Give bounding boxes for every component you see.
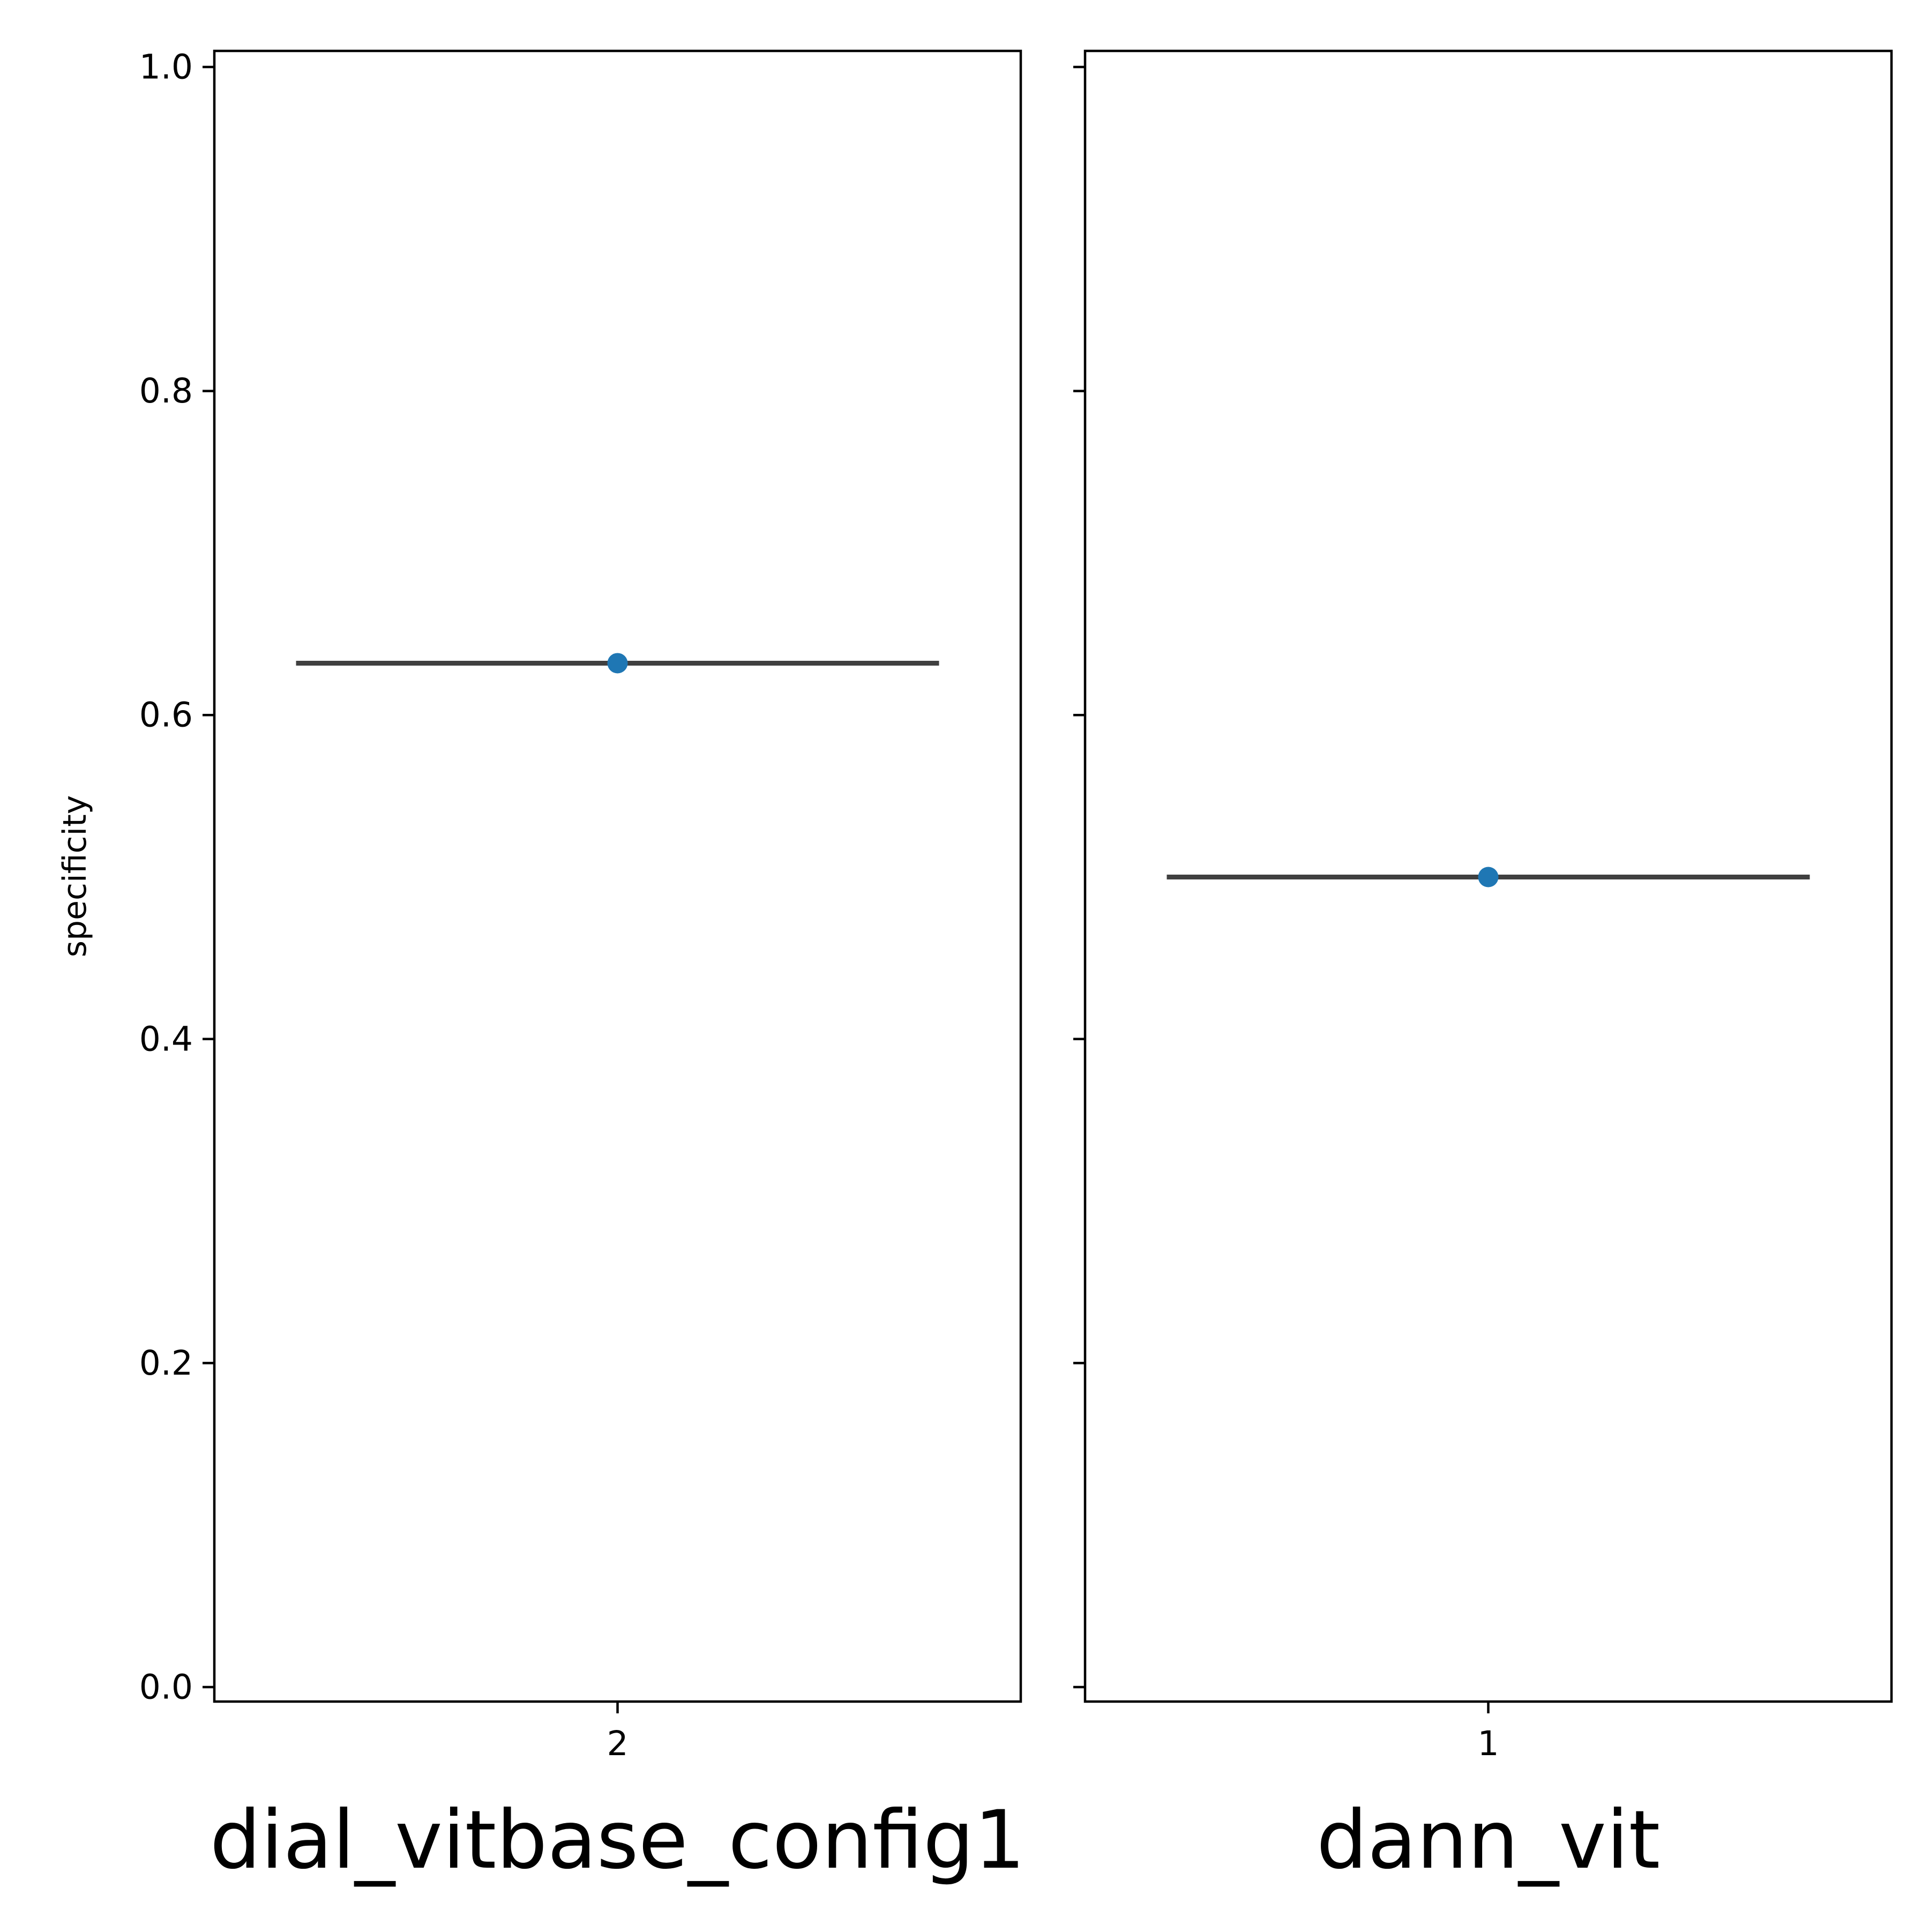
x-tick-label: 1 <box>1477 1724 1499 1763</box>
y-tick-label: 0.6 <box>139 696 193 735</box>
x-tick-label: 2 <box>607 1724 628 1763</box>
y-tick-label: 1.0 <box>139 48 193 87</box>
facet-label: dann_vit <box>1317 1794 1661 1887</box>
panel-frame <box>213 49 1022 1703</box>
data-point <box>1478 867 1499 887</box>
y-axis-label: specificity <box>56 795 94 957</box>
facet-label: dial_vitbase_config1 <box>210 1794 1026 1887</box>
y-tick-label: 0.8 <box>139 371 193 411</box>
y-tick-label: 0.2 <box>139 1344 193 1383</box>
y-tick-label: 0.0 <box>139 1668 193 1707</box>
y-tick-label: 0.4 <box>139 1019 193 1058</box>
data-point <box>607 653 628 674</box>
